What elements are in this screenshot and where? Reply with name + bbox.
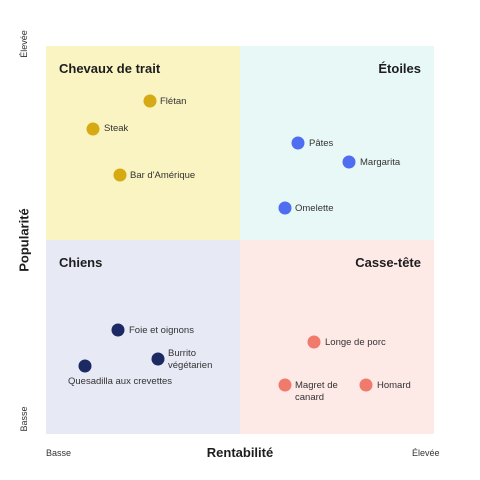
menu-item-dot bbox=[278, 378, 292, 392]
menu-item-label: Flétan bbox=[160, 96, 187, 107]
quadrant-etoiles: Étoiles bbox=[240, 46, 434, 240]
y-axis-low-label: Basse bbox=[19, 406, 29, 432]
x-axis-high-label: Élevée bbox=[412, 448, 440, 458]
quadrant-chevaux-de-trait: Chevaux de trait bbox=[46, 46, 240, 240]
quadrant-title: Casse-tête bbox=[355, 255, 421, 270]
menu-item-label: Steak bbox=[104, 123, 129, 134]
menu-item-label: Omelette bbox=[295, 203, 334, 214]
y-axis-title: Popularité bbox=[16, 208, 32, 272]
menu-item-dot bbox=[151, 352, 165, 366]
quadrant-title: Chiens bbox=[59, 255, 103, 270]
x-axis-low-label: Basse bbox=[46, 448, 72, 458]
menu-item-label: Quesadilla aux crevettes bbox=[68, 376, 173, 387]
quadrant-chiens: Chiens bbox=[46, 240, 240, 434]
menu-item-dot bbox=[307, 335, 321, 349]
menu-item-label: Magret de canard bbox=[295, 380, 338, 403]
menu-item-label: Margarita bbox=[360, 157, 401, 168]
x-axis-title: Rentabilité bbox=[206, 445, 274, 460]
quadrant-title: Chevaux de trait bbox=[59, 61, 161, 76]
menu-item-label: Longe de porc bbox=[325, 337, 386, 348]
menu-item-label: Bar d'Amérique bbox=[130, 170, 196, 181]
quadrant-title: Étoiles bbox=[378, 61, 421, 76]
quadrant-casse-tete: Casse-tête bbox=[240, 240, 434, 434]
menu-item-dot bbox=[291, 136, 305, 150]
menu-item-dot bbox=[359, 378, 373, 392]
menu-item-label: Foie et oignons bbox=[129, 325, 194, 336]
menu-item-label: Burrito végétarien bbox=[168, 348, 213, 371]
menu-item-label: Homard bbox=[377, 380, 411, 391]
menu-item-dot bbox=[78, 359, 92, 373]
menu-item-dot bbox=[342, 155, 356, 169]
menu-item-dot bbox=[86, 122, 100, 136]
menu-item-dot bbox=[111, 323, 125, 337]
menu-item-dot bbox=[278, 201, 292, 215]
menu-item-dot bbox=[143, 94, 157, 108]
menu-item-label: Pâtes bbox=[309, 138, 334, 149]
y-axis-high-label: Élevée bbox=[19, 30, 29, 58]
menu-item-dot bbox=[113, 168, 127, 182]
